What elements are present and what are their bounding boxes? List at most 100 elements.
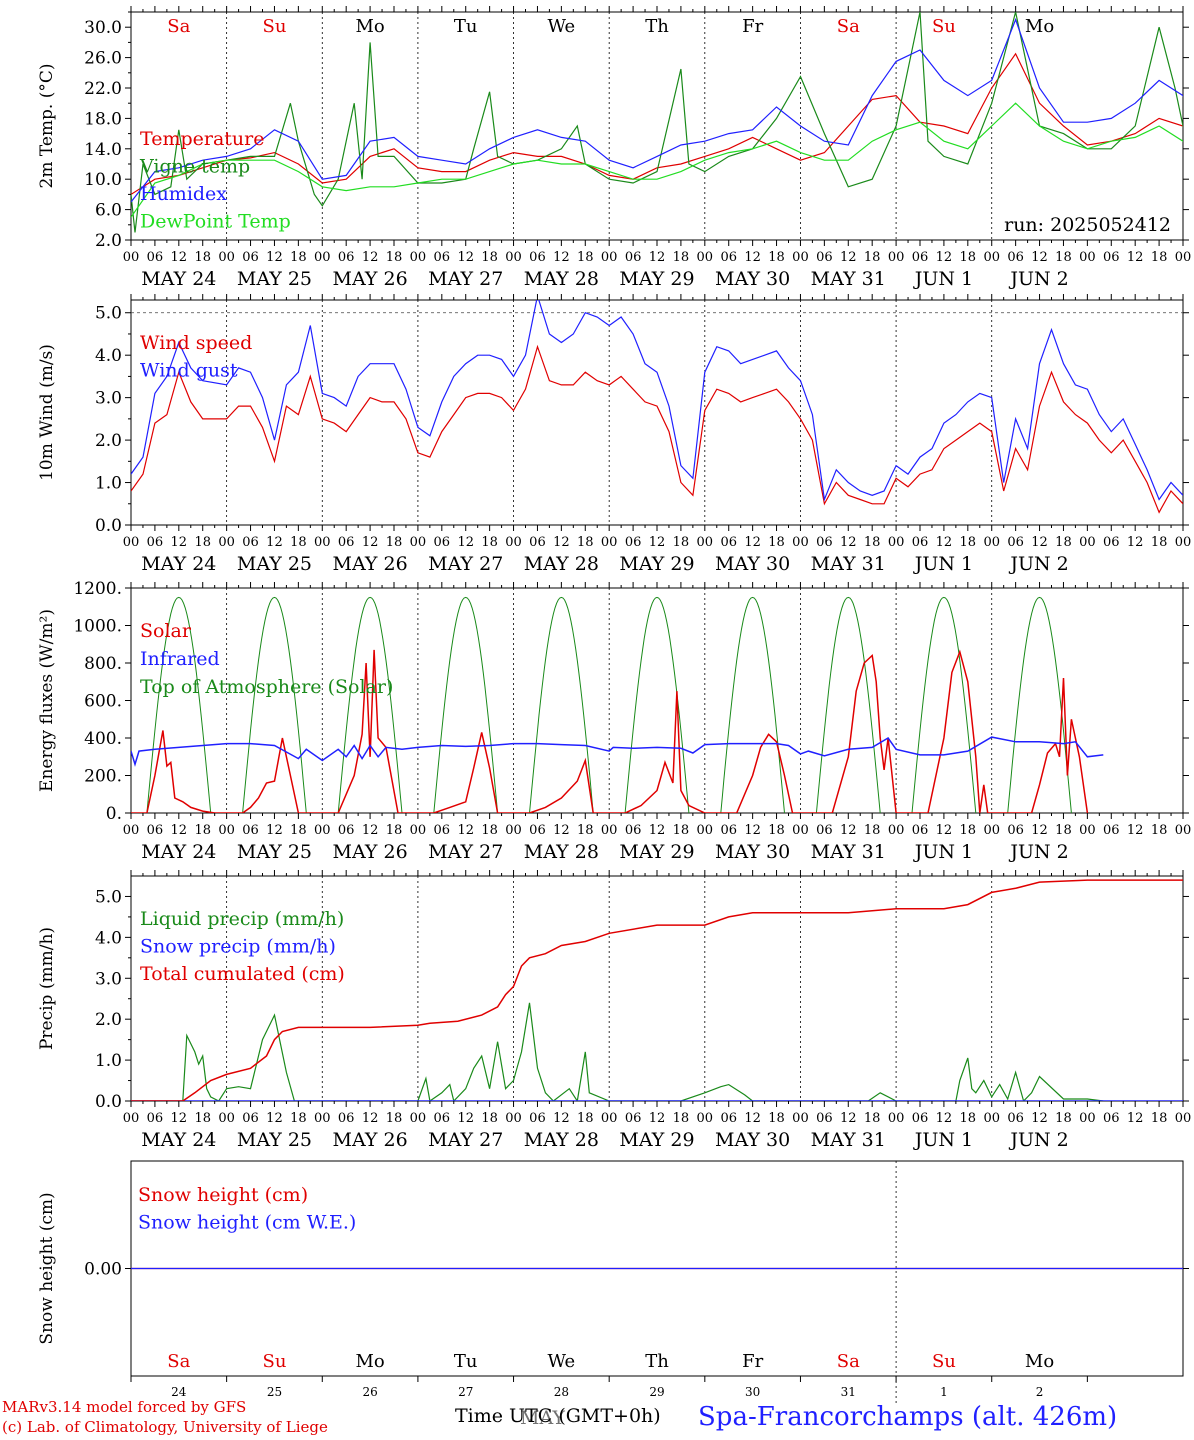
date-label: MAY 31 xyxy=(811,1129,886,1151)
hour-label: 18 xyxy=(1055,1111,1072,1126)
hour-label: 00 xyxy=(505,1111,522,1126)
date-label: JUN 1 xyxy=(913,841,973,863)
panel-2: 0.0 1.0 2.0 3.0 4.0 5.0 10m Wind (m/s) 00 06 12 18… xyxy=(37,294,1191,575)
day-number-label: 1 xyxy=(940,1385,948,1399)
hour-label: 12 xyxy=(1031,535,1048,550)
date-label: JUN 2 xyxy=(1008,841,1068,863)
hour-label: 06 xyxy=(625,1111,642,1126)
y-tick-label: 2.0 xyxy=(95,431,122,451)
hour-label: 18 xyxy=(290,535,307,550)
hour-label: 12 xyxy=(936,250,953,265)
toa-solar-curve xyxy=(146,596,212,814)
hour-label: 00 xyxy=(505,250,522,265)
hour-label: 12 xyxy=(1031,823,1048,838)
hour-label: 06 xyxy=(816,1111,833,1126)
y-tick-label: 1.0 xyxy=(95,1051,122,1071)
y-tick-label: 1000. xyxy=(73,617,122,637)
hour-label: 18 xyxy=(1055,535,1072,550)
weekday-label: Tu xyxy=(454,16,478,37)
hour-label: 18 xyxy=(194,823,211,838)
hour-label: 00 xyxy=(218,823,235,838)
hour-label: 12 xyxy=(840,823,857,838)
hour-label: 12 xyxy=(744,1111,761,1126)
weekday-label: Sa xyxy=(167,1351,190,1372)
date-label: MAY 30 xyxy=(715,1129,790,1151)
hour-label: 12 xyxy=(649,1111,666,1126)
hour-label: 18 xyxy=(1151,1111,1168,1126)
y-tick-label: 6.0 xyxy=(95,201,122,221)
hour-label: 06 xyxy=(434,823,451,838)
hour-label: 12 xyxy=(840,535,857,550)
hour-label: 12 xyxy=(1031,250,1048,265)
date-label: MAY 25 xyxy=(237,841,312,863)
weekday-label: Th xyxy=(645,16,669,37)
hour-label: 18 xyxy=(481,535,498,550)
weekday-label: Fr xyxy=(742,1351,763,1372)
weekday-label: Su xyxy=(932,1351,956,1372)
y-tick-label: 600. xyxy=(84,692,122,712)
weekday-label: Mo xyxy=(355,16,384,37)
date-label: MAY 24 xyxy=(141,841,216,863)
hour-label: 18 xyxy=(960,535,977,550)
hour-label: 18 xyxy=(290,823,307,838)
hour-label: 06 xyxy=(1103,535,1120,550)
hour-label: 00 xyxy=(410,823,427,838)
hour-label: 06 xyxy=(242,250,259,265)
series-line-2 xyxy=(131,12,1183,233)
hour-label: 12 xyxy=(744,823,761,838)
y-tick-label: 0.0 xyxy=(95,1092,122,1112)
day-number-label: 31 xyxy=(841,1385,856,1399)
legend-entry: Wind speed xyxy=(140,332,252,354)
y-tick-label: 5.0 xyxy=(95,304,122,324)
date-label: JUN 1 xyxy=(913,1129,973,1151)
weekday-label: Sa xyxy=(167,16,190,37)
legend-entry: Snow precip (mm/h) xyxy=(140,936,336,958)
hour-label: 00 xyxy=(123,250,140,265)
hour-label: 00 xyxy=(314,1111,331,1126)
hour-label: 00 xyxy=(123,1111,140,1126)
y-tick-label: 14.0 xyxy=(84,140,122,160)
hour-label: 18 xyxy=(1151,250,1168,265)
toa-solar-curve xyxy=(242,596,307,814)
hour-label: 00 xyxy=(888,535,905,550)
hour-label: 00 xyxy=(792,1111,809,1126)
hour-label: 18 xyxy=(481,1111,498,1126)
hour-label: 12 xyxy=(266,250,283,265)
y-tick-label: 3.0 xyxy=(95,969,122,989)
y-axis-label: 2m Temp. (°C) xyxy=(37,63,57,188)
hour-label: 18 xyxy=(577,535,594,550)
toa-solar-curve xyxy=(433,596,499,814)
hour-label: 00 xyxy=(1079,535,1096,550)
hour-label: 00 xyxy=(314,823,331,838)
hour-label: 12 xyxy=(649,535,666,550)
hour-label: 06 xyxy=(912,535,929,550)
toa-solar-curve xyxy=(624,596,690,814)
hour-label: 06 xyxy=(529,250,546,265)
hour-label: 06 xyxy=(147,1111,164,1126)
date-label: MAY 25 xyxy=(237,1129,312,1151)
hour-label: 06 xyxy=(147,823,164,838)
hour-label: 00 xyxy=(792,535,809,550)
hour-label: 18 xyxy=(960,823,977,838)
hour-label: 06 xyxy=(1103,1111,1120,1126)
day-number-label: 29 xyxy=(649,1385,664,1399)
hour-label: 12 xyxy=(1127,1111,1144,1126)
date-label: MAY 25 xyxy=(237,553,312,575)
hour-label: 18 xyxy=(768,535,785,550)
hour-label: 06 xyxy=(1103,823,1120,838)
hour-label: 18 xyxy=(673,250,690,265)
weekday-label: Th xyxy=(645,1351,669,1372)
hour-label: 00 xyxy=(314,535,331,550)
date-label: MAY 29 xyxy=(619,841,694,863)
hour-label: 18 xyxy=(673,823,690,838)
hour-label: 00 xyxy=(314,250,331,265)
hour-label: 18 xyxy=(386,1111,403,1126)
hour-label: 00 xyxy=(601,1111,618,1126)
hour-label: 00 xyxy=(983,535,1000,550)
series-line-3 xyxy=(131,17,1183,203)
hour-label: 12 xyxy=(649,823,666,838)
weekday-label: Mo xyxy=(1025,1351,1054,1372)
hour-label: 06 xyxy=(434,250,451,265)
day-number-label: 30 xyxy=(745,1385,760,1399)
y-axis-label: 10m Wind (m/s) xyxy=(37,344,57,481)
